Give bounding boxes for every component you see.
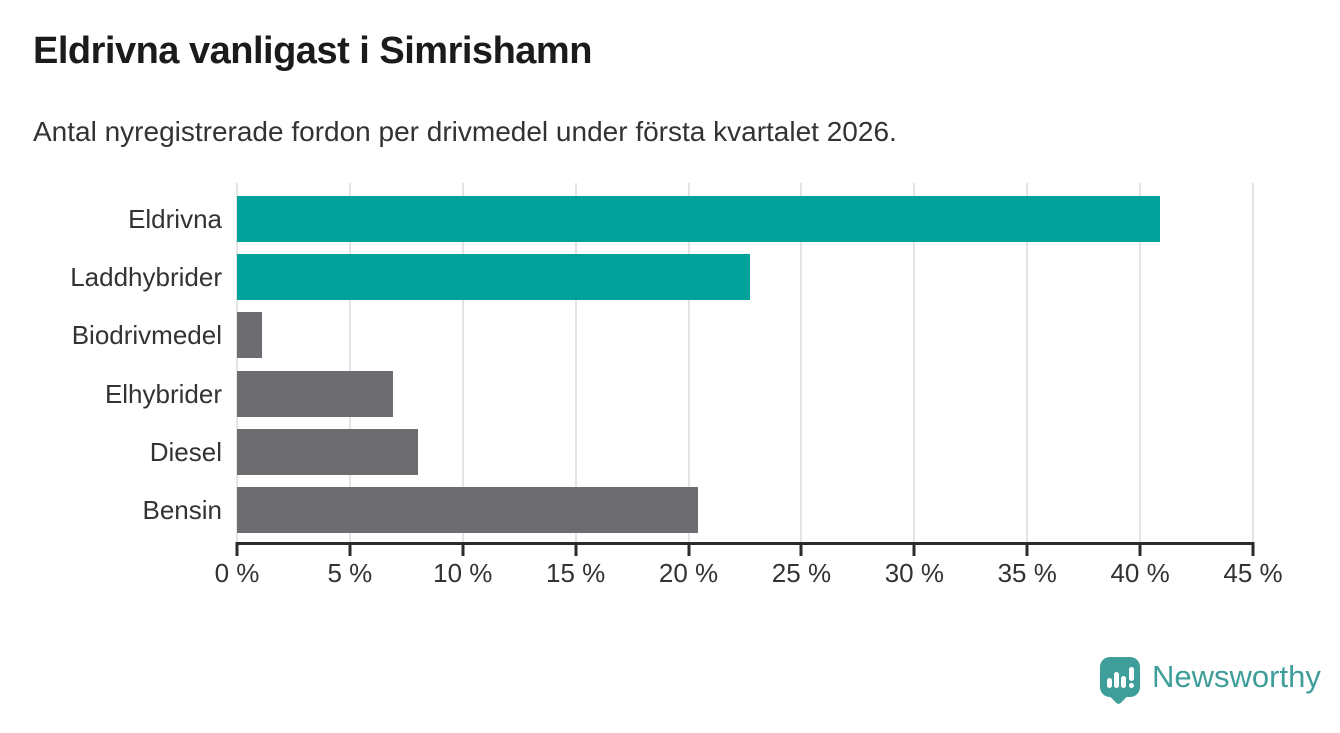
- x-axis-tick: [348, 542, 352, 556]
- category-label-diesel: Diesel: [149, 437, 222, 467]
- x-tick-label-25: 25 %: [771, 558, 832, 588]
- x-axis-tick: [687, 542, 691, 556]
- category-label-eldrivna: Eldrivna: [128, 204, 222, 234]
- bar-laddhybrider: [237, 254, 750, 300]
- x-tick-label-35: 35 %: [997, 558, 1057, 588]
- x-tick-label-40: 40 %: [1110, 558, 1170, 588]
- x-tick-label-20: 20 %: [658, 558, 719, 588]
- gridline: [461, 183, 464, 542]
- x-axis-tick: [1025, 542, 1029, 556]
- gridline: [1026, 183, 1029, 542]
- logo-bar-icon: [1106, 678, 1112, 688]
- y-axis-category-labels: Eldrivna Laddhybrider Biodrivmedel Elhyb…: [0, 183, 222, 545]
- x-tick-label-45: 45 %: [1223, 558, 1283, 588]
- x-tick-label-15: 15 %: [546, 558, 606, 588]
- gridline: [687, 183, 690, 542]
- x-tick-label-0: 0 %: [214, 558, 260, 588]
- category-label-biodrivmedel: Biodrivmedel: [71, 320, 222, 350]
- bar-diesel: [237, 429, 418, 475]
- gridline: [574, 183, 577, 542]
- newsworthy-logo[interactable]: Newsworthy: [1100, 657, 1321, 706]
- logo-bar-icon: [1120, 676, 1126, 688]
- gridline: [348, 183, 351, 542]
- x-tick-label-10: 10 %: [433, 558, 493, 588]
- x-axis-line: [236, 542, 1254, 545]
- gridline: [236, 183, 238, 542]
- newsworthy-logo-text: Newsworthy: [1152, 659, 1321, 694]
- x-tick-label-30: 30 %: [884, 558, 944, 588]
- bar-biodrivmedel: [237, 312, 262, 358]
- logo-bar-icon: [1113, 672, 1119, 688]
- bar-elhybrider: [237, 371, 393, 417]
- gridline: [800, 183, 803, 542]
- x-tick-label-5: 5 %: [327, 558, 373, 588]
- x-axis-tick: [1138, 542, 1142, 556]
- logo-bar-chart-glyphs: [1100, 657, 1140, 697]
- category-label-elhybrider: Elhybrider: [104, 379, 222, 409]
- newsworthy-bar-chart-bubble-icon: [1100, 657, 1140, 706]
- bar-eldrivna: [237, 196, 1161, 242]
- plot-area: 0 % 5 % 10 % 15 % 20 % 25 % 30 % 35 % 40…: [215, 183, 1283, 588]
- gridline: [1252, 183, 1254, 542]
- chart-subtitle: Antal nyregistrerade fordon per drivmede…: [33, 116, 897, 147]
- x-axis-tick: [799, 542, 803, 556]
- x-axis-tick: [1251, 542, 1255, 556]
- category-label-bensin: Bensin: [142, 495, 223, 525]
- x-axis-tick: [912, 542, 916, 556]
- chart-title: Eldrivna vanligast i Simrishamn: [33, 30, 592, 72]
- bar-bensin: [237, 487, 698, 533]
- gridline: [1139, 183, 1142, 542]
- gridline: [913, 183, 916, 542]
- x-axis-tick: [574, 542, 578, 556]
- x-axis-tick: [461, 542, 465, 556]
- logo-exclamation-icon: [1128, 667, 1134, 688]
- x-axis-tick: [235, 542, 239, 556]
- category-label-laddhybrider: Laddhybrider: [70, 262, 222, 292]
